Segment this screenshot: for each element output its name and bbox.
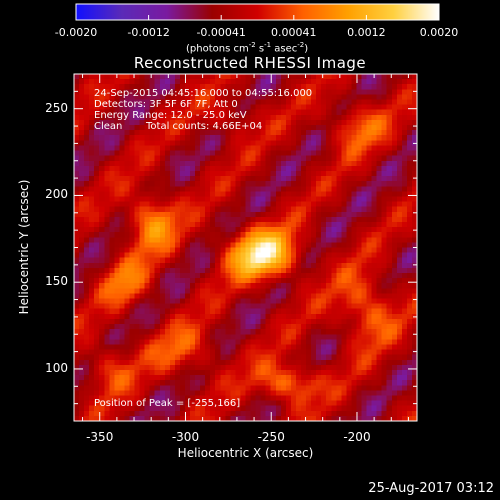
y-tick-label: 100: [45, 360, 68, 375]
colorbar-tick-label: 0.0012: [347, 26, 386, 39]
y-axis-label: Heliocentric Y (arcsec): [17, 179, 31, 315]
footer-date: 25-Aug-2017 03:12: [368, 481, 494, 496]
y-tick-label: 150: [45, 274, 68, 289]
y-tick-label: 250: [45, 100, 68, 115]
colorbar-ticks: [75, 15, 440, 20]
x-tick-label: -350: [86, 430, 114, 444]
axis-ticks: [74, 74, 417, 421]
heatmap-image: [74, 74, 417, 421]
colorbar-tick-label: -0.0012: [127, 26, 170, 39]
colorbar-tick-label: 0.00041: [271, 26, 317, 39]
peak-position: Position of Peak = [-255,166]: [94, 398, 241, 409]
colorbar-gradient: [75, 3, 440, 21]
colorbar-units: (photons cm-2 s-1 asec-2): [186, 41, 309, 55]
clean-label: Clean: [94, 121, 123, 132]
total-counts: Total counts: 4.66E+04: [146, 121, 263, 132]
chart-title: Reconstructed RHESSI Image: [133, 54, 367, 72]
x-tick-label: -200: [343, 430, 371, 444]
x-tick-label: -250: [257, 430, 285, 444]
colorbar-tick-label: -0.0020: [54, 26, 98, 39]
obs-time: 24-Sep-2015 04:45:16.000 to 04:55:16.000: [94, 88, 313, 99]
colorbar-tick-label: -0.00041: [196, 26, 246, 39]
colorbar-tick-label: 0.0020: [419, 26, 459, 39]
y-tick-label: 200: [45, 187, 68, 202]
energy-range: Energy Range: 12.0 - 25.0 keV: [94, 110, 247, 121]
x-axis-label: Heliocentric X (arcsec): [177, 446, 314, 460]
x-tick-label: -300: [171, 430, 200, 444]
detectors-info: Detectors: 3F 5F 6F 7F, Att 0: [94, 99, 238, 110]
